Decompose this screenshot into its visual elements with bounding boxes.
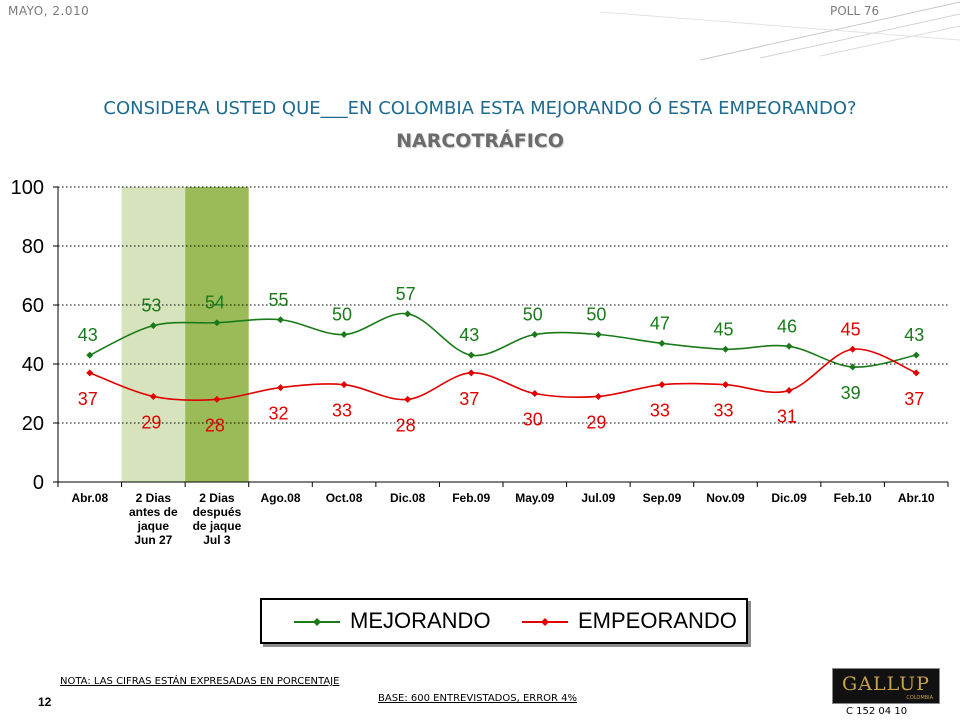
data-point-mejorando [213,319,221,327]
data-point-empeorando [912,369,920,377]
data-label-empeorando: 33 [650,401,670,421]
y-tick-label: 80 [22,236,44,258]
logo-text: GALLUP [842,673,930,695]
y-tick-label: 20 [22,413,44,435]
x-tick-label: Jul.09 [581,491,615,505]
data-point-mejorando [722,345,729,353]
data-label-mejorando: 54 [205,293,225,313]
data-label-empeorando: 29 [586,412,606,432]
data-label-mejorando: 43 [904,325,924,345]
data-point-empeorando [658,381,666,389]
x-tick-label: Nov.09 [706,491,745,505]
data-label-mejorando: 50 [523,305,543,325]
data-label-mejorando: 55 [268,290,288,310]
data-point-empeorando [277,384,284,392]
y-tick-label: 40 [22,354,44,376]
data-point-mejorando [86,351,94,359]
data-point-mejorando [594,331,602,338]
data-label-empeorando: 33 [332,401,352,421]
data-point-mejorando [277,316,284,324]
data-label-mejorando: 50 [586,305,606,325]
data-label-empeorando: 37 [904,389,924,409]
y-tick-label: 60 [22,295,44,317]
x-tick-label: Dic.08 [390,491,426,505]
x-tick-label: Abr.10 [898,491,935,505]
chart-legend: MEJORANDO EMPEORANDO [260,598,748,644]
x-tick-label: May.09 [515,491,554,505]
data-label-empeorando: 32 [268,404,288,424]
data-point-empeorando [86,369,94,377]
data-point-mejorando [531,331,539,338]
footer-note: NOTA: LAS CIFRAS ESTÁN EXPRESADAS EN POR… [60,676,340,687]
header-poll: POLL 76 [830,4,880,18]
header-date: MAYO, 2.010 [8,4,90,18]
corner-decoration [599,1,960,61]
x-tick-label: 2 Dias antes de jaque Jun 27 [129,491,178,547]
data-label-mejorando: 43 [459,325,479,345]
data-point-empeorando [149,392,157,400]
x-tick-label: Ago.08 [260,491,300,505]
series-line-mejorando [89,312,917,368]
data-label-mejorando: 47 [650,313,670,333]
data-point-mejorando [785,342,793,350]
data-label-mejorando: 57 [396,284,416,304]
data-point-empeorando [785,387,793,395]
data-point-empeorando [531,390,539,397]
data-label-mejorando: 53 [141,296,161,316]
data-label-mejorando: 39 [841,383,861,403]
footer-code: C 152 04 10 [846,706,908,717]
data-point-empeorando [404,395,412,403]
data-label-empeorando: 37 [459,389,479,409]
data-point-mejorando [658,339,666,347]
gallup-logo: GALLUP COLOMBIA [832,668,940,704]
highlight-band-1 [185,187,249,482]
data-point-empeorando [849,345,857,353]
data-point-mejorando [404,310,412,318]
line-chart: 0 20 40 60 80 100 Abr.08 2 Dias antes de jaque Jun… [11,177,949,547]
footer-base: BASE: 600 ENTREVISTADOS, ERROR 4% [378,693,578,704]
legend-marker-mejorando [294,618,340,626]
legend-label-mejorando: MEJORANDO [350,608,491,633]
data-label-mejorando: 50 [332,305,352,325]
data-label-empeorando: 28 [205,415,225,435]
data-label-empeorando: 33 [713,401,733,421]
data-point-mejorando [340,331,348,338]
y-tick-label: 100 [11,177,44,199]
data-point-empeorando [722,381,729,389]
data-label-empeorando: 37 [78,389,98,409]
page-number: 12 [38,695,52,709]
data-label-empeorando: 29 [141,412,161,432]
data-point-mejorando [149,322,157,330]
data-point-empeorando [467,369,475,377]
x-tick-label: Oct.08 [326,491,363,505]
data-label-mejorando: 45 [713,319,733,339]
data-point-empeorando [213,395,221,403]
x-tick-label: 2 Dias después de jaque Jul 3 [193,491,242,547]
x-tick-label: Dic.09 [771,491,807,505]
data-label-empeorando: 30 [523,410,543,430]
data-label-empeorando: 28 [396,415,416,435]
data-point-empeorando [594,392,602,400]
legend-marker-empeorando [522,618,568,626]
logo-subtext: COLOMBIA [906,695,933,701]
chart-title: CONSIDERA USTED QUE___EN COLOMBIA ESTA M… [103,98,857,119]
chart-subtitle: NARCOTRÁFICO [396,130,564,152]
data-point-empeorando [340,381,348,389]
data-point-mejorando [912,351,920,359]
data-label-empeorando: 45 [841,319,861,339]
data-label-mejorando: 46 [777,316,797,336]
x-tick-label: Abr.08 [71,491,108,505]
y-tick-label: 0 [33,472,44,494]
x-tick-label: Feb.09 [452,491,490,505]
data-point-mejorando [849,363,857,371]
data-point-mejorando [467,351,475,359]
data-label-empeorando: 31 [777,407,797,427]
x-tick-label: Sep.09 [643,491,682,505]
x-tick-label: Feb.10 [834,491,872,505]
legend-label-empeorando: EMPEORANDO [578,608,737,633]
data-label-mejorando: 43 [78,325,98,345]
